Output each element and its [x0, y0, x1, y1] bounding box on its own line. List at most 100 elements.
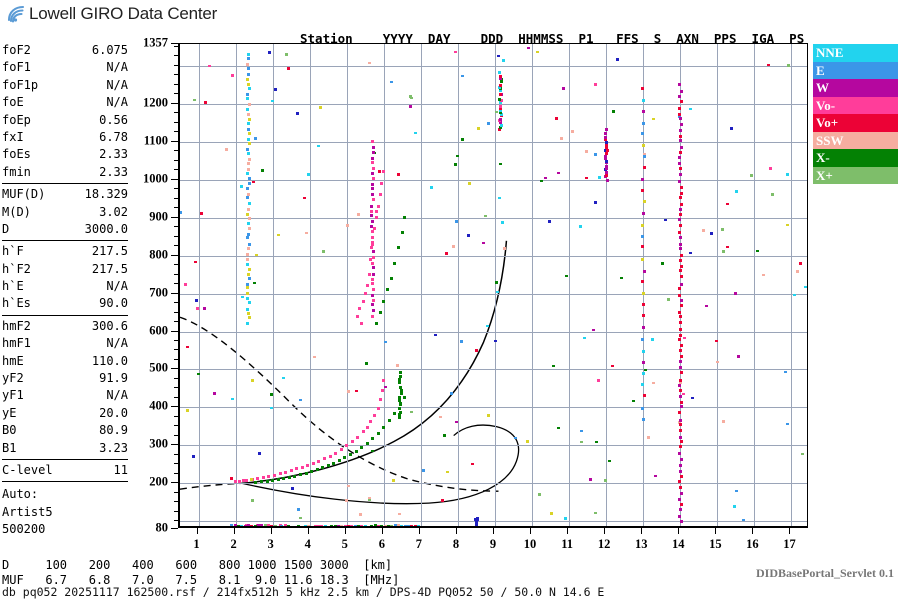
- echo-point: [370, 293, 374, 297]
- param-value: 217.5: [91, 244, 128, 259]
- echo-point: [498, 120, 502, 124]
- echo-point: [246, 97, 250, 101]
- echo-point: [247, 73, 251, 77]
- echo-point: [495, 290, 499, 294]
- echo-point: [326, 464, 330, 468]
- y-axis-minor-tick: [174, 340, 178, 341]
- echo-point: [270, 525, 274, 526]
- x-axis-label: 12: [597, 537, 611, 551]
- echo-point: [382, 425, 386, 429]
- echo-point: [721, 250, 725, 253]
- echo-point: [237, 480, 241, 484]
- echo-point: [679, 371, 683, 375]
- echo-point: [551, 364, 555, 368]
- echo-point: [261, 476, 265, 480]
- grid-line-horizontal: [180, 293, 807, 295]
- legend-item-w[interactable]: W: [813, 79, 898, 97]
- grid-line-horizontal: [180, 179, 807, 181]
- echo-point: [679, 400, 683, 404]
- param-value: N/A: [106, 77, 128, 92]
- legend-item-e[interactable]: E: [813, 61, 898, 79]
- echo-point: [736, 355, 740, 358]
- echo-point: [246, 171, 250, 175]
- echo-point: [241, 295, 245, 299]
- grid-line-vertical: [198, 44, 200, 526]
- param-divider-5: [2, 481, 128, 483]
- param-name: foEp: [2, 112, 31, 127]
- legend-item-x[interactable]: X-: [813, 149, 898, 167]
- echo-point: [710, 232, 714, 235]
- param-name: hmE: [2, 353, 24, 368]
- echo-point: [283, 524, 287, 526]
- param-name: B0: [2, 423, 17, 438]
- echo-point: [679, 508, 683, 512]
- legend-item-ssw[interactable]: SSW: [813, 131, 898, 149]
- echo-point: [337, 524, 341, 526]
- echo-point: [370, 209, 374, 213]
- echo-point: [513, 436, 517, 440]
- legend-item-vo[interactable]: Vo-: [813, 96, 898, 114]
- y-axis-minor-tick: [174, 74, 178, 76]
- echo-point: [399, 391, 403, 395]
- x-axis-label: 16: [746, 537, 759, 551]
- echo-point: [265, 479, 269, 483]
- echo-point: [652, 381, 656, 385]
- echo-point: [263, 524, 267, 526]
- echo-point: [453, 163, 457, 166]
- echo-point: [246, 127, 250, 131]
- param-row: yE 20.0: [2, 405, 128, 422]
- legend-item-nne[interactable]: NNE: [813, 44, 898, 62]
- echo-point: [429, 186, 433, 189]
- y-axis-minor-tick: [174, 387, 178, 389]
- y-axis-tick: [171, 528, 178, 529]
- echo-point: [605, 170, 608, 174]
- echo-point: [677, 180, 681, 184]
- legend-item-vo[interactable]: Vo+: [813, 114, 898, 132]
- echo-point: [247, 132, 251, 136]
- param-value: 80.9: [99, 423, 128, 438]
- echo-point: [365, 425, 369, 429]
- echo-point: [434, 333, 438, 337]
- echo-point: [678, 287, 682, 291]
- echo-point: [239, 185, 243, 188]
- echo-point: [213, 392, 217, 395]
- echo-point: [274, 88, 278, 91]
- echo-point: [677, 411, 681, 415]
- echo-point: [461, 74, 465, 78]
- echo-point: [305, 231, 309, 235]
- ionogram-plot[interactable]: [178, 43, 808, 528]
- y-axis-minor-tick: [174, 520, 178, 522]
- echo-point: [564, 517, 568, 520]
- echo-point: [306, 173, 310, 176]
- echo-point: [771, 193, 775, 196]
- echo-point: [678, 207, 682, 211]
- echo-point: [640, 234, 644, 238]
- echo-point: [230, 397, 234, 401]
- y-axis-minor-tick: [174, 501, 178, 503]
- legend-item-x[interactable]: X+: [813, 166, 898, 184]
- echo-point: [679, 247, 683, 251]
- echo-point: [277, 525, 281, 526]
- echo-point: [678, 269, 682, 273]
- echo-point: [640, 258, 644, 262]
- param-value: N/A: [106, 279, 128, 294]
- echo-point: [372, 166, 376, 170]
- y-axis-label: 1357: [143, 35, 168, 50]
- echo-point: [253, 525, 257, 526]
- grid-line-vertical: [235, 44, 237, 526]
- echo-point: [500, 80, 504, 84]
- brand-logo[interactable]: Lowell GIRO Data Center: [6, 4, 217, 24]
- echo-point: [247, 221, 251, 225]
- y-axis-minor-tick: [174, 112, 178, 114]
- echo-point: [407, 525, 411, 526]
- echo-point: [678, 212, 682, 216]
- echo-point: [186, 345, 190, 349]
- echo-point: [319, 106, 323, 109]
- echo-point: [679, 491, 683, 495]
- echo-point: [192, 455, 196, 458]
- autoscaler-line: Artist5: [2, 504, 53, 519]
- x-axis-tick: [752, 528, 754, 534]
- param-group-frequencies: foF2 6.075 foF1 N/A foF1p N/A foE N/A foEp 0.56 fx…: [2, 42, 128, 181]
- param-row: hmE 110.0: [2, 353, 128, 370]
- echo-point: [677, 514, 681, 518]
